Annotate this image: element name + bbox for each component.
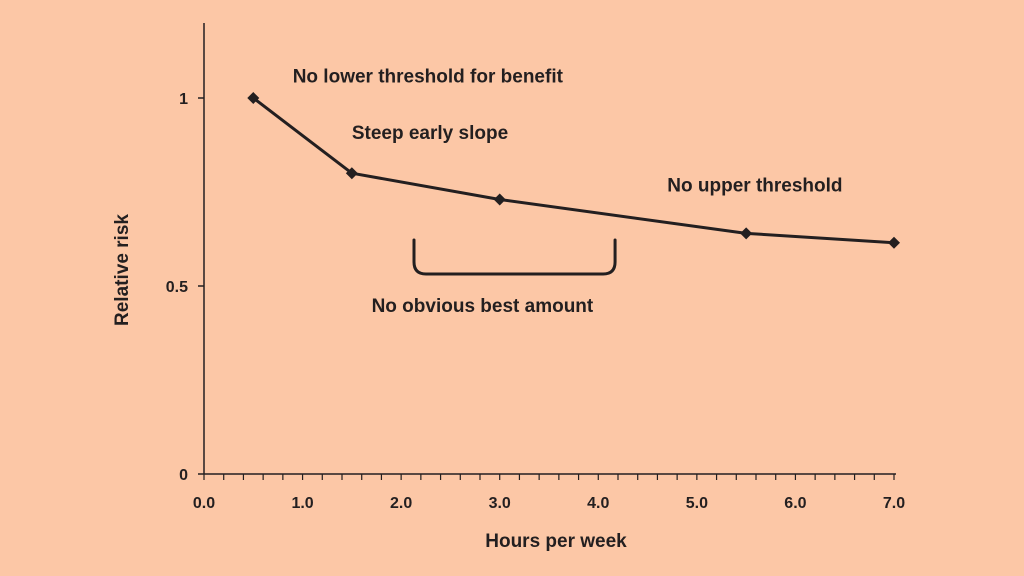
y-tick-label: 0 bbox=[179, 467, 188, 484]
data-point-marker bbox=[888, 236, 900, 249]
x-tick-label: 4.0 bbox=[587, 495, 609, 512]
ticks: 0.0 1.0 2.0 3.0 4.0 5.0 6.0 7.0 0 0.5 1 bbox=[166, 91, 905, 512]
annotation-label: No lower threshold for benefit bbox=[293, 66, 564, 87]
x-tick-label: 0.0 bbox=[193, 495, 215, 512]
bracket-mark bbox=[412, 238, 617, 276]
x-axis-title: Hours per week bbox=[485, 531, 627, 552]
axes bbox=[203, 23, 896, 475]
data-point-marker bbox=[493, 193, 506, 206]
annotations: No lower threshold for benefit Steep earl… bbox=[293, 66, 843, 316]
x-tick-label: 3.0 bbox=[489, 495, 511, 512]
data-point-marker bbox=[740, 227, 753, 240]
series bbox=[247, 92, 900, 249]
annotation-label: Steep early slope bbox=[352, 123, 508, 144]
y-tick-label: 1 bbox=[179, 91, 188, 108]
x-tick-label: 7.0 bbox=[883, 495, 905, 512]
y-tick-label: 0.5 bbox=[166, 279, 188, 296]
x-tick-label: 6.0 bbox=[784, 495, 806, 512]
annotation-label: No obvious best amount bbox=[372, 296, 594, 317]
x-tick-label: 2.0 bbox=[390, 495, 412, 512]
annotation-label: No upper threshold bbox=[667, 175, 842, 196]
x-tick-label: 5.0 bbox=[686, 495, 708, 512]
data-point-marker bbox=[345, 167, 358, 180]
x-tick-label: 1.0 bbox=[291, 495, 313, 512]
data-point-marker bbox=[247, 92, 260, 104]
y-axis-title: Relative risk bbox=[112, 214, 133, 326]
